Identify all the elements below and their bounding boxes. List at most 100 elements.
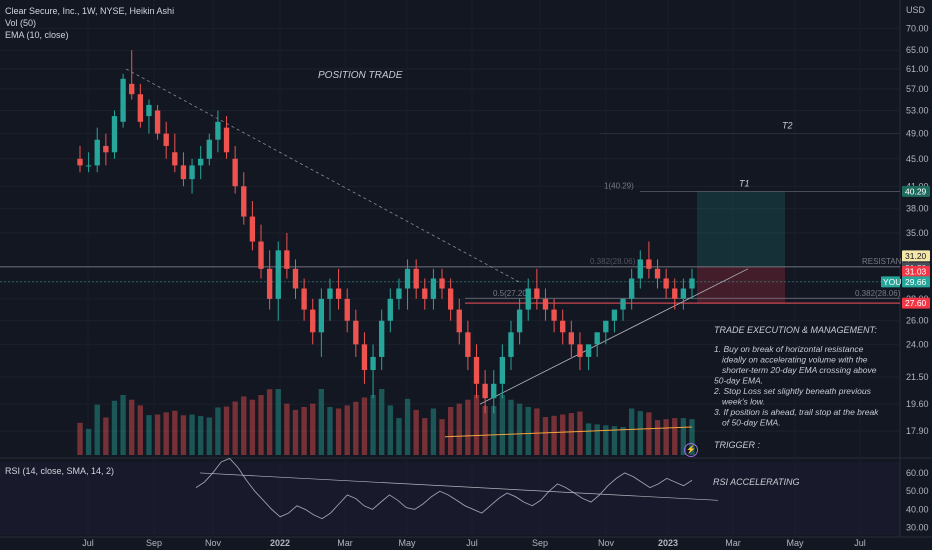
volume-bar — [551, 415, 557, 455]
candle — [198, 145, 204, 180]
execution-step: shorter-term 20-day EMA crossing above — [722, 365, 877, 375]
volume-label[interactable]: Vol (50) — [5, 18, 37, 28]
rsi-tick-label: 60.00 — [906, 468, 929, 478]
candle — [680, 278, 687, 310]
you-badge-bg — [881, 276, 900, 288]
candle — [542, 288, 549, 321]
candle — [370, 344, 376, 399]
candle-body — [120, 78, 126, 122]
candle-body — [456, 309, 462, 333]
candle — [111, 110, 118, 159]
lightning-icon[interactable]: ⚡ — [684, 443, 698, 457]
volume-bar — [534, 408, 540, 455]
candle — [310, 298, 316, 345]
candle-body — [353, 320, 359, 345]
time-tick-label: Sep — [146, 538, 162, 548]
rsi-label[interactable]: RSI (14, close, SMA, 14, 2) — [5, 466, 115, 476]
price-tick-label: 49.00 — [906, 129, 929, 139]
candle-body — [680, 288, 687, 299]
volume-bar — [129, 399, 135, 455]
label-t2: T2 — [782, 121, 793, 131]
candle — [275, 241, 281, 321]
candle-body — [335, 288, 342, 299]
volume-bar — [120, 395, 126, 455]
volume-bar — [473, 395, 480, 455]
volume-bar — [318, 389, 325, 455]
time-tick-label: Nov — [205, 538, 222, 548]
volume-bar — [232, 401, 238, 455]
candle — [327, 278, 333, 321]
volume-bar — [275, 389, 281, 455]
candle — [94, 127, 100, 173]
candle-body — [232, 158, 238, 187]
candle — [137, 83, 144, 128]
price-tag-label: 31.20 — [905, 251, 927, 261]
you-badge: YOU — [881, 276, 901, 288]
candle-body — [284, 250, 290, 269]
volume-bar — [646, 412, 652, 455]
candle-body — [370, 356, 376, 371]
price-tag-label: 29.66 — [905, 277, 927, 287]
volume-bar — [396, 418, 402, 455]
candle-body — [146, 104, 152, 117]
candle-body — [198, 158, 204, 166]
rsi-trendline — [199, 472, 719, 501]
candle-body — [310, 309, 316, 333]
volume-bar — [542, 417, 549, 455]
candle-body — [249, 216, 256, 242]
label-t1: T1 — [739, 178, 750, 188]
candle — [525, 278, 531, 321]
volume-bar — [413, 409, 419, 455]
volume-bar — [482, 405, 488, 455]
volume-bar — [146, 415, 152, 455]
candle — [215, 110, 221, 153]
candle-body — [223, 127, 230, 153]
candle — [180, 152, 187, 187]
ema-label[interactable]: EMA (10, close) — [5, 30, 69, 40]
candle — [85, 152, 92, 173]
candle-body — [620, 298, 626, 310]
candle-body — [85, 165, 92, 167]
volume-bar — [499, 395, 506, 455]
volume-bar — [361, 397, 368, 455]
candle-body — [646, 259, 652, 269]
candle — [551, 298, 557, 333]
candle — [430, 268, 437, 310]
candle-body — [611, 309, 618, 321]
volume-bar — [680, 418, 687, 455]
volume-bar — [258, 395, 264, 455]
candle — [689, 268, 695, 299]
candle — [266, 250, 273, 310]
time-tick-label: Jul — [466, 538, 478, 548]
candle-body — [508, 332, 514, 357]
volume-bar — [154, 414, 161, 455]
candle-body — [551, 309, 557, 321]
execution-step: week's low. — [722, 397, 765, 407]
candle-body — [180, 165, 187, 180]
rsi-tick-label: 40.00 — [906, 504, 929, 514]
volume-bar — [525, 407, 531, 455]
candle-body — [111, 116, 118, 153]
price-tag-bg — [902, 297, 930, 309]
volume-bar — [137, 405, 144, 455]
rsi-tick-label: 30.00 — [906, 523, 929, 533]
candle-body — [516, 309, 523, 333]
volume-bar — [628, 408, 635, 455]
price-tick-label: 65.00 — [906, 45, 929, 55]
label-fib-0382: 0.382(28.06) — [855, 289, 901, 298]
chart-title: Clear Secure, Inc., 1W, NYSE, Heikin Ash… — [5, 6, 175, 16]
candle — [534, 268, 540, 310]
candle — [353, 309, 359, 357]
price-tick-label: 70.00 — [906, 23, 929, 33]
candle — [172, 133, 178, 173]
ema-line — [444, 426, 693, 438]
time-tick-label: Jul — [82, 538, 94, 548]
uptrend-line — [479, 268, 749, 405]
candle — [163, 121, 169, 159]
volume-bar — [672, 418, 678, 455]
candle — [628, 268, 635, 310]
candle — [413, 259, 419, 299]
candle-body — [482, 383, 488, 399]
volume-bar — [85, 428, 92, 455]
